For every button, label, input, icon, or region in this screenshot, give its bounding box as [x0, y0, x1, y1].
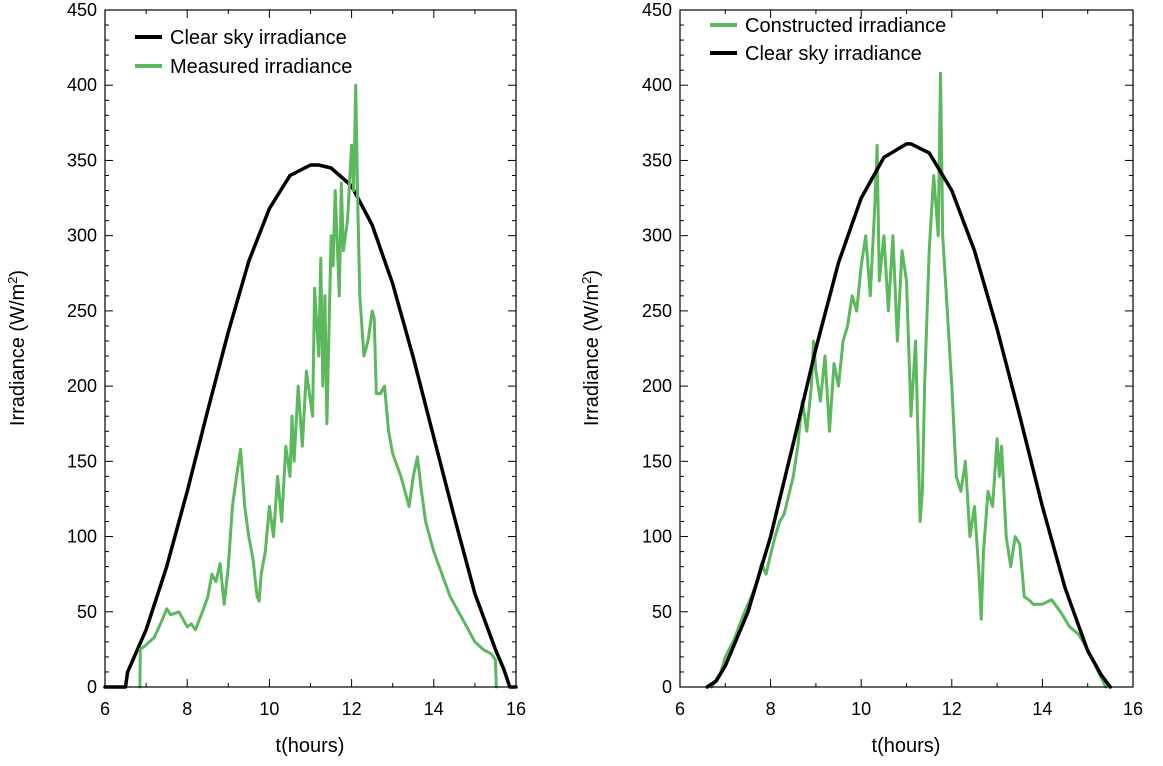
legend-label-left-1: Measured irradiance	[170, 56, 352, 78]
x-tick-label: 8	[766, 699, 776, 719]
y-tick-label: 350	[642, 150, 672, 170]
y-tick-label: 200	[642, 376, 672, 396]
y-tick-label: 0	[662, 677, 672, 697]
y-tick-label: 400	[67, 75, 97, 95]
x-tick-label: 6	[675, 699, 685, 719]
y-axis-title-main-right: Irradiance (W/m	[581, 284, 603, 426]
y-axis-title-sup-right: 2	[579, 277, 594, 284]
y-tick-label: 50	[77, 602, 97, 622]
legend-label-left-0: Clear sky irradiance	[170, 27, 347, 49]
y-axis-title-right: Irradiance (W/m2)	[579, 270, 603, 426]
y-tick-label: 350	[67, 150, 97, 170]
x-tick-label: 10	[851, 699, 871, 719]
x-tick-label: 12	[342, 699, 362, 719]
y-tick-label: 250	[67, 301, 97, 321]
plot-series-right	[705, 71, 1113, 689]
y-tick-label: 400	[642, 75, 672, 95]
plot-frame-left	[104, 9, 517, 688]
y-axis-title-main-left: Irradiance (W/m	[7, 284, 29, 426]
x-tick-label: 10	[259, 699, 279, 719]
series-line-left-0	[103, 163, 518, 689]
y-axis-title-left: Irradiance (W/m2)	[5, 270, 29, 426]
series-line-left-1	[138, 83, 498, 689]
y-axis-title-close-right: )	[581, 270, 603, 277]
y-tick-label: 300	[67, 226, 97, 246]
legend-label-right-1: Clear sky irradiance	[745, 43, 922, 65]
x-tick-label: 16	[506, 699, 526, 719]
y-tick-label: 150	[642, 451, 672, 471]
x-tick-label: 14	[424, 699, 444, 719]
y-ticks-left: 0 50 100 150 200 250 300 350 400 450	[67, 0, 516, 697]
x-tick-label: 6	[100, 699, 110, 719]
x-ticks-right: 6 8 10 12 14 16	[675, 10, 1143, 719]
y-tick-label: 100	[67, 527, 97, 547]
y-tick-label: 200	[67, 376, 97, 396]
x-axis-title-left: t(hours)	[276, 735, 345, 757]
x-tick-label: 16	[1123, 699, 1143, 719]
legend-left: Clear sky irradiance Measured irradiance	[135, 27, 352, 78]
y-tick-label: 450	[67, 0, 97, 20]
legend-right: Constructed irradiance Clear sky irradia…	[710, 15, 946, 65]
series-line-right-1	[705, 142, 1113, 689]
y-tick-label: 250	[642, 301, 672, 321]
y-tick-label: 100	[642, 527, 672, 547]
x-tick-label: 8	[182, 699, 192, 719]
x-tick-label: 14	[1032, 699, 1052, 719]
x-tick-label: 12	[942, 699, 962, 719]
series-line-right-0	[710, 71, 1108, 689]
x-axis-title-right: t(hours)	[872, 735, 941, 757]
y-axis-title-close-left: )	[7, 270, 29, 277]
y-ticks-right: 0 50 100 150 200 250 300 350 400 450	[642, 0, 1133, 697]
y-tick-label: 300	[642, 226, 672, 246]
legend-label-right-0: Constructed irradiance	[745, 15, 946, 37]
y-axis-title-sup-left: 2	[5, 277, 20, 284]
chart-right: 6 8 10 12 14 16 0 50 100 150 200 250 300 350 400 450 t…	[579, 0, 1143, 757]
plot-series-left	[103, 83, 518, 689]
y-tick-label: 450	[642, 0, 672, 20]
chart-left: 6 8 10 12 14 16 0 50 100 150 200 250 300 350 400 450 t…	[5, 0, 526, 757]
y-tick-label: 150	[67, 451, 97, 471]
y-tick-label: 0	[87, 677, 97, 697]
y-tick-label: 50	[652, 602, 672, 622]
x-ticks-left: 6 8 10 12 14 16	[100, 10, 526, 719]
